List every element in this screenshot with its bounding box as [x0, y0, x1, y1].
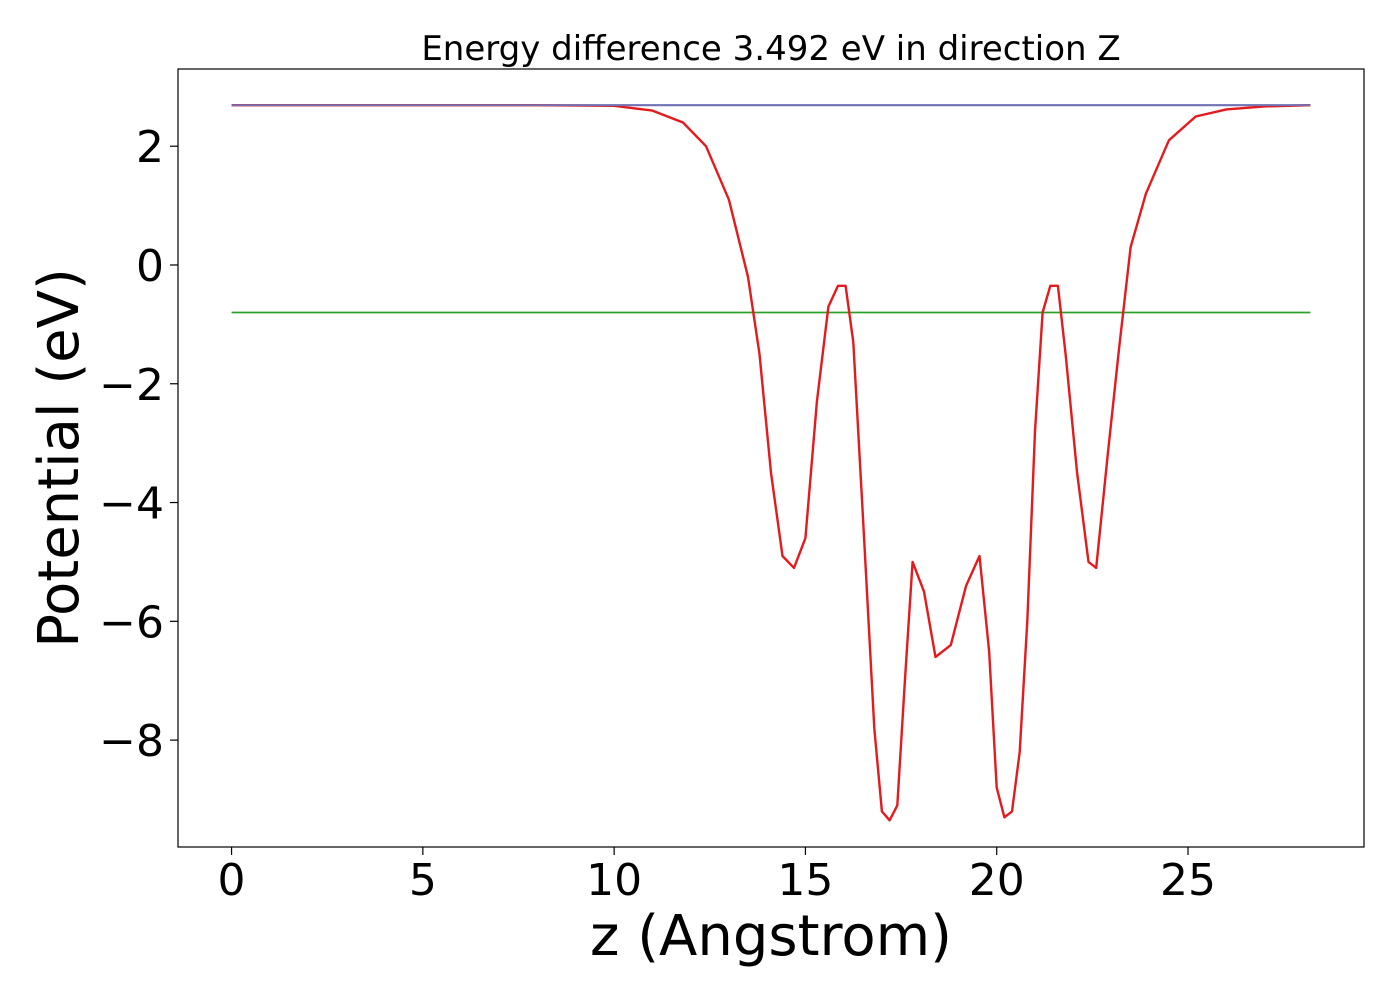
y-axis-label: Potential (eV) [27, 268, 92, 648]
y-tick-label: −8 [99, 716, 164, 767]
y-axis: 2 0 −2 −4 −6 −8 [99, 122, 178, 767]
x-tick-label: 0 [218, 855, 246, 906]
x-axis-label: z (Angstrom) [590, 904, 952, 969]
axes-frame [177, 68, 1365, 848]
x-tick-label: 20 [969, 855, 1025, 906]
chart-title: Energy difference 3.492 eV in direction … [421, 29, 1120, 69]
x-tick-label: 10 [586, 855, 642, 906]
x-tick-label: 5 [409, 855, 437, 906]
y-tick-label: −6 [99, 597, 164, 648]
y-tick-label: −2 [99, 360, 164, 411]
x-tick-label: 25 [1160, 855, 1216, 906]
y-tick-label: −4 [99, 479, 164, 530]
x-axis: 0 5 10 15 20 25 [218, 847, 1216, 906]
plot-area [231, 103, 1311, 822]
x-tick-label: 15 [777, 855, 833, 906]
series-line-planar-averaged-potential [231, 103, 1311, 822]
y-tick-label: 2 [136, 122, 164, 173]
y-tick-label: 0 [136, 241, 164, 292]
